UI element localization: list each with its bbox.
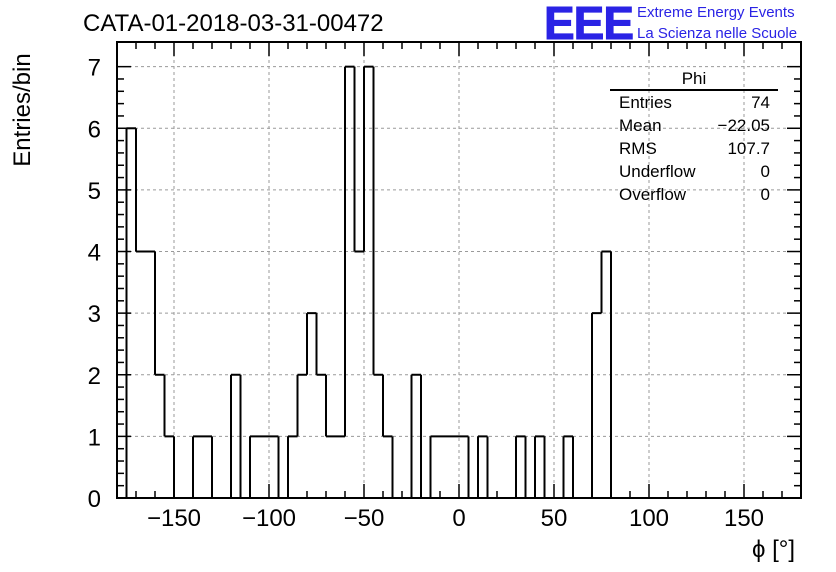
stat-row-overflow: Overflow 0 <box>610 183 778 206</box>
stat-name: Mean <box>619 116 662 135</box>
stat-row-underflow: Underflow 0 <box>610 160 778 183</box>
stats-title: Phi <box>610 69 778 91</box>
x-tick-label: 50 <box>541 505 568 532</box>
stat-name: Underflow <box>619 162 696 181</box>
stat-value: 74 <box>751 93 770 112</box>
stat-row-mean: Mean −22.05 <box>610 114 778 137</box>
stat-row-entries: Entries 74 <box>610 91 778 114</box>
x-tick-label: −150 <box>147 505 201 532</box>
x-tick-label: 150 <box>724 505 764 532</box>
axis-ticks <box>117 42 801 499</box>
y-tick-label: 3 <box>88 301 101 328</box>
y-tick-label: 5 <box>88 178 101 205</box>
chart-title: CATA-01-2018-03-31-00472 <box>83 10 384 37</box>
y-tick-label: 7 <box>88 55 101 82</box>
logo-line-2: La Scienza nelle Scuole <box>637 25 798 42</box>
stat-name: RMS <box>619 139 657 158</box>
logo-line-1: Extreme Energy Events <box>637 4 795 21</box>
stat-value: 107.7 <box>727 139 770 158</box>
y-tick-label: 4 <box>88 240 101 267</box>
stat-value: 0 <box>760 185 770 204</box>
logo-mark: EEE <box>543 0 634 49</box>
stat-row-rms: RMS 107.7 <box>610 137 778 160</box>
x-tick-label: 0 <box>452 505 465 532</box>
x-tick-label: −50 <box>344 505 385 532</box>
plot-frame <box>116 41 802 499</box>
stat-value: −22.05 <box>717 116 770 135</box>
eee-logo: EEE Extreme Energy Events La Scienza nel… <box>543 0 832 49</box>
x-tick-label: −100 <box>242 505 296 532</box>
x-tick-label: 100 <box>629 505 669 532</box>
tick-labels: −150 −100 −50 0 50 100 150 0 1 2 3 4 5 6 7 <box>88 55 764 532</box>
y-tick-label: 2 <box>88 363 101 390</box>
y-tick-label: 6 <box>88 116 101 143</box>
stat-name: Entries <box>619 93 672 112</box>
y-tick-label: 0 <box>88 486 101 513</box>
stat-name: Overflow <box>619 185 687 204</box>
histogram-bars <box>125 65 612 499</box>
stat-value: 0 <box>760 162 770 181</box>
x-axis-label: ϕ [°] <box>752 536 796 563</box>
y-tick-label: 1 <box>88 424 101 451</box>
stats-box: Phi Entries 74 Mean −22.05 RMS 107.7 Und… <box>610 69 778 206</box>
